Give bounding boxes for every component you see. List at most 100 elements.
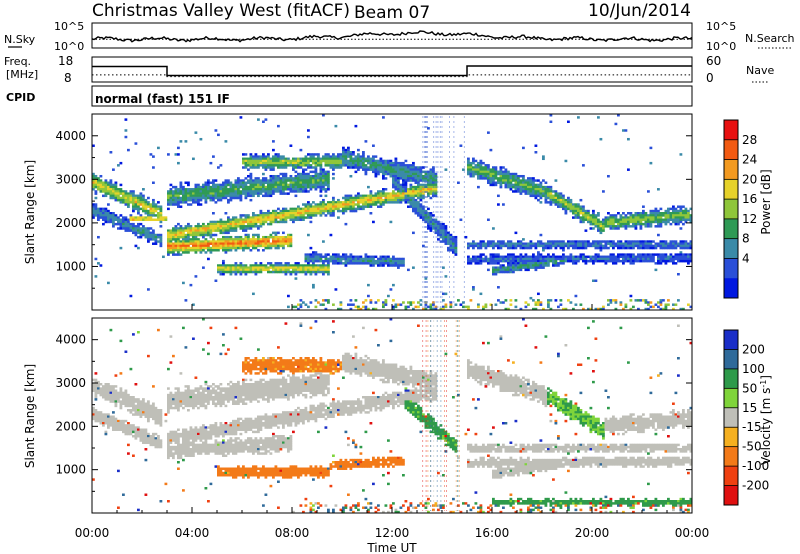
heatmap-cell <box>574 262 578 265</box>
heatmap-cell <box>304 270 308 274</box>
heatmap-cell <box>302 185 305 189</box>
heatmap-cell <box>487 170 490 174</box>
heatmap-cell <box>499 179 503 182</box>
heatmap-cell <box>177 229 180 232</box>
heatmap-cell <box>114 404 118 408</box>
heatmap-cell <box>557 203 560 206</box>
heatmap-cell <box>247 192 250 195</box>
heatmap-cell <box>272 244 275 248</box>
heatmap-cell <box>167 192 170 195</box>
heatmap-cell <box>104 194 108 198</box>
heatmap-cell <box>554 242 558 245</box>
heatmap-cell <box>299 305 303 309</box>
heatmap-cell <box>99 417 103 421</box>
heatmap-cell <box>242 185 245 189</box>
heatmap-cell <box>527 262 530 265</box>
heatmap-cell <box>359 159 363 163</box>
heatmap-cell <box>499 255 503 259</box>
heatmap-cell <box>444 238 448 241</box>
heatmap-cell <box>182 188 185 191</box>
heatmap-cell <box>267 181 270 184</box>
heatmap-cell <box>382 255 385 259</box>
heatmap-cell <box>184 251 188 254</box>
heatmap-cell <box>374 259 378 263</box>
heatmap-cell <box>364 159 368 163</box>
heatmap-cell <box>289 270 293 274</box>
heatmap-cell <box>292 218 295 222</box>
heatmap-cell <box>327 270 330 274</box>
heatmap-cell <box>152 201 155 204</box>
heatmap-cell <box>264 264 268 267</box>
heatmap-cell <box>152 214 155 217</box>
heatmap-cell <box>549 120 553 124</box>
heatmap-cell <box>339 153 343 156</box>
heatmap-cell <box>219 198 223 202</box>
heatmap-cell <box>312 259 315 263</box>
heatmap-cell <box>194 244 198 248</box>
heatmap-cell <box>549 114 553 117</box>
heatmap-cell <box>114 400 118 403</box>
heatmap-cell <box>589 220 593 224</box>
heatmap-cell <box>354 157 358 161</box>
heatmap-cell <box>237 225 240 228</box>
heatmap-cell <box>527 255 530 259</box>
heatmap-cell <box>357 207 360 211</box>
heatmap-cell <box>99 183 103 187</box>
heatmap-cell <box>227 227 230 230</box>
heatmap-cell <box>107 214 110 217</box>
heatmap-cell <box>147 240 150 243</box>
heatmap-cell <box>599 231 603 235</box>
heatmap-cell <box>232 264 235 267</box>
heatmap-cell <box>147 231 150 235</box>
heatmap-cell <box>204 231 208 235</box>
heatmap-cell <box>242 179 245 182</box>
heatmap-cell <box>417 301 420 304</box>
heatmap-cell <box>267 166 270 169</box>
heatmap-cell <box>167 235 170 239</box>
heatmap-cell <box>302 177 305 180</box>
heatmap-cell <box>349 303 353 306</box>
heatmap-cell <box>537 188 540 191</box>
heatmap-cell <box>484 170 488 174</box>
heatmap-cell <box>332 214 335 217</box>
heatmap-cell <box>264 216 268 219</box>
heatmap-cell <box>544 262 548 265</box>
heatmap-cell <box>434 172 438 176</box>
heatmap-cell <box>547 188 550 191</box>
heatmap-cell <box>519 181 523 184</box>
heatmap-cell <box>537 190 540 193</box>
heatmap-cell <box>589 259 593 263</box>
heatmap-cell <box>159 205 163 208</box>
heatmap-cell <box>644 257 648 261</box>
heatmap-cell <box>292 212 295 215</box>
heatmap-cell <box>142 227 145 230</box>
heatmap-cell <box>352 151 355 154</box>
heatmap-cell <box>537 259 540 263</box>
heatmap-cell <box>159 220 163 224</box>
heatmap-cell <box>222 190 225 193</box>
heatmap-cell <box>177 190 180 193</box>
heatmap-cell <box>254 222 258 226</box>
heatmap-cell <box>607 255 610 259</box>
heatmap-cell <box>219 229 223 232</box>
heatmap-cell <box>277 246 280 250</box>
heatmap-cell <box>517 185 520 189</box>
heatmap-cell <box>259 214 263 217</box>
heatmap-cell <box>654 207 658 211</box>
heatmap-cell <box>339 161 343 165</box>
heatmap-cell <box>647 220 650 224</box>
heatmap-cell <box>359 155 363 158</box>
heatmap-cell <box>489 303 493 306</box>
heatmap-cell <box>559 262 563 265</box>
heatmap-cell <box>504 170 508 174</box>
heatmap-cell <box>422 194 425 198</box>
heatmap-cell <box>224 188 228 191</box>
heatmap-cell <box>137 218 140 222</box>
heatmap-cell <box>379 166 383 169</box>
heatmap-cell <box>212 220 215 224</box>
heatmap-cell <box>124 203 128 206</box>
heatmap-cell <box>247 225 250 228</box>
heatmap-cell <box>429 185 433 189</box>
heatmap-cell <box>429 188 433 191</box>
